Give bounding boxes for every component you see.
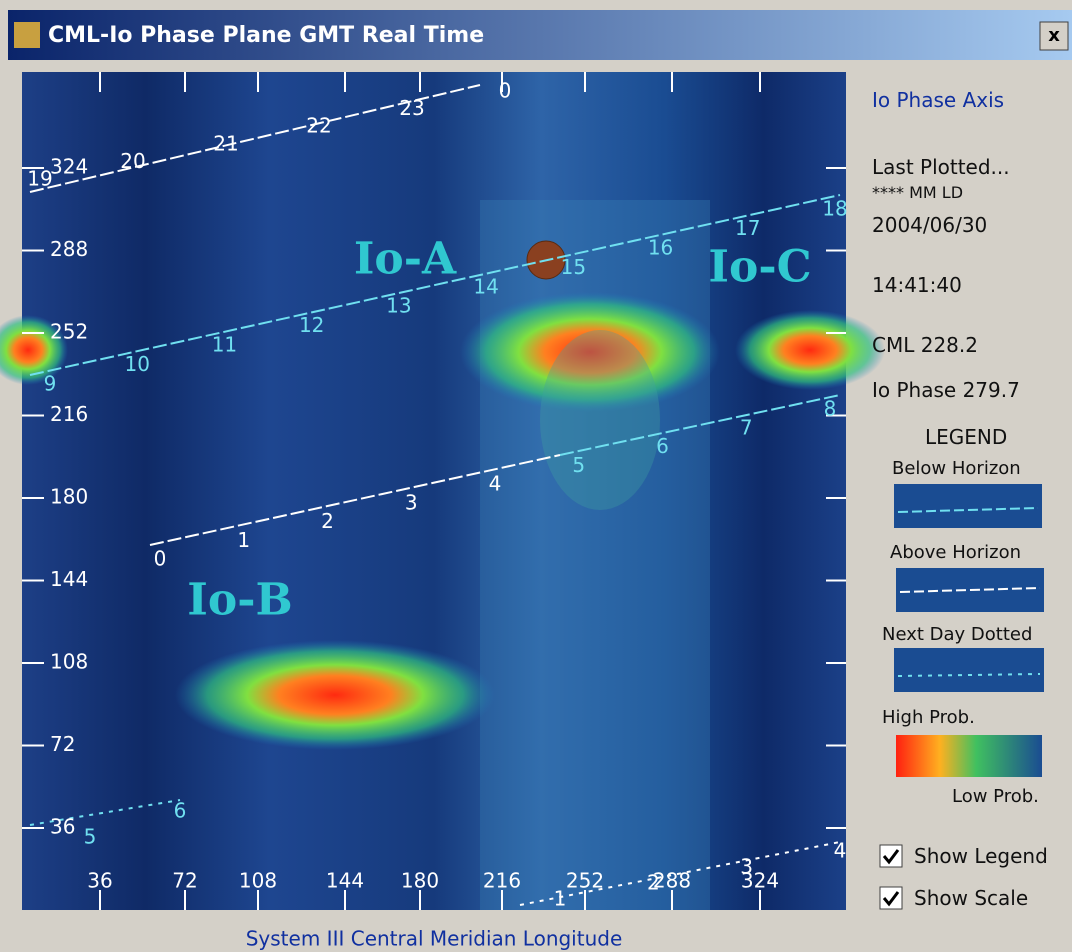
hour-label: 9 (44, 372, 57, 396)
hour-label: 22 (306, 114, 331, 138)
x-tick-label: 252 (566, 869, 604, 893)
hour-label: 6 (174, 799, 187, 823)
x-tick-label: 216 (483, 869, 521, 893)
region-label: Io-C (708, 242, 811, 293)
blob (175, 640, 495, 750)
hour-label: 4 (489, 472, 502, 496)
legend-title: LEGEND (925, 425, 1007, 449)
panel-text: Last Plotted... (872, 155, 1010, 179)
panel-heading: Io Phase Axis (872, 88, 1004, 112)
x-tick-label: 36 (87, 869, 112, 893)
hour-label: 15 (561, 255, 586, 279)
legend-label: Below Horizon (892, 458, 1021, 479)
legend-label: Next Day Dotted (882, 624, 1032, 645)
checkbox[interactable] (880, 887, 902, 909)
close-label[interactable]: x (1048, 25, 1060, 46)
hour-label: 13 (386, 294, 411, 318)
hour-label: 16 (648, 235, 673, 259)
hour-label: 3 (405, 490, 418, 514)
hour-label: 6 (656, 434, 669, 458)
hour-label: 0 (154, 547, 167, 571)
panel-time: 14:41:40 (872, 273, 962, 297)
checkbox[interactable] (880, 845, 902, 867)
legend-label: High Prob. (882, 707, 975, 728)
checkbox-label[interactable]: Show Legend (914, 844, 1048, 868)
hour-label: 21 (213, 131, 238, 155)
hour-label: 8 (824, 397, 837, 421)
y-tick-label: 72 (50, 732, 75, 756)
hour-label: 0 (499, 79, 512, 103)
hour-label: 14 (473, 274, 498, 298)
hour-label: 12 (299, 313, 324, 337)
y-tick-label: 288 (50, 237, 88, 261)
hour-label: 7 (740, 415, 753, 439)
checkbox-label[interactable]: Show Scale (914, 886, 1028, 910)
panel-date: 2004/06/30 (872, 213, 987, 237)
legend-swatch (894, 484, 1042, 528)
plot-area (22, 72, 846, 910)
probability-scale (896, 735, 1042, 777)
hour-label: 17 (735, 216, 760, 240)
y-tick-label: 36 (50, 815, 75, 839)
hour-label: 1 (237, 528, 250, 552)
panel-text: **** MM LD (872, 183, 963, 202)
hour-label: 4 (834, 839, 847, 863)
x-axis-label: System III Central Meridian Longitude (246, 927, 623, 951)
x-tick-label: 144 (326, 869, 364, 893)
legend-swatch (894, 648, 1044, 692)
hour-label: 2 (647, 871, 660, 895)
hour-label: 11 (212, 333, 237, 357)
hour-label: 2 (321, 509, 334, 533)
panel-cml: CML 228.2 (872, 333, 978, 357)
hour-label: 19 (27, 167, 52, 191)
hour-label: 1 (554, 887, 567, 911)
region-label: Io-B (187, 575, 292, 626)
blob (735, 310, 885, 390)
x-tick-label: 180 (401, 869, 439, 893)
hour-label: 20 (120, 149, 145, 173)
y-tick-label: 252 (50, 320, 88, 344)
hour-label: 3 (740, 855, 753, 879)
y-tick-label: 216 (50, 402, 88, 426)
y-tick-label: 108 (50, 650, 88, 674)
hour-label: 5 (572, 453, 585, 477)
app-icon (14, 22, 40, 48)
hour-label: 23 (399, 96, 424, 120)
window-title: CML-Io Phase Plane GMT Real Time (48, 23, 484, 48)
hour-label: 18 (822, 197, 847, 221)
y-tick-label: 144 (50, 567, 88, 591)
hour-label: 5 (84, 825, 97, 849)
x-tick-label: 108 (239, 869, 277, 893)
region-label: Io-A (354, 234, 457, 285)
y-tick-label: 324 (50, 155, 88, 179)
blob (540, 330, 660, 510)
window: CML-Io Phase Plane GMT Real Time x Io-A … (0, 0, 1072, 952)
legend-label: Low Prob. (952, 786, 1039, 807)
hour-label: 10 (124, 352, 149, 376)
legend-label: Above Horizon (890, 542, 1021, 563)
x-tick-label: 72 (172, 869, 197, 893)
y-tick-label: 180 (50, 485, 88, 509)
panel-io-phase: Io Phase 279.7 (872, 378, 1020, 402)
